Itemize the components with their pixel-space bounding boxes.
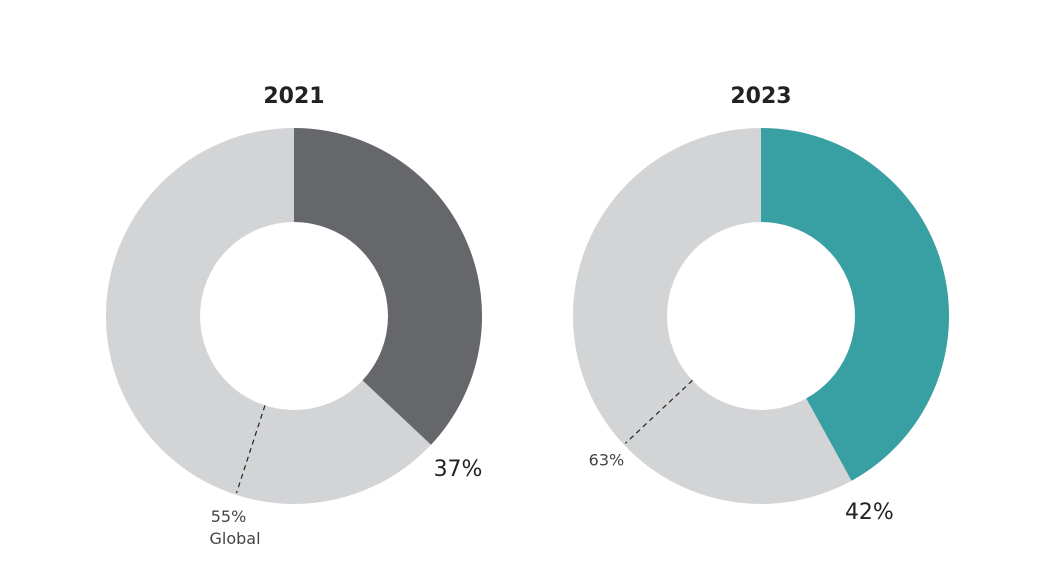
benchmark-line [235, 405, 266, 494]
benchmark-label: 63% [589, 451, 625, 470]
value-label: 42% [845, 500, 894, 525]
donut-segment [761, 128, 949, 481]
chart-title: 2023 [730, 84, 791, 109]
value-label: 37% [434, 457, 483, 482]
chart-title: 2021 [263, 84, 324, 109]
benchmark-name: Global [209, 529, 260, 548]
donut-segment [294, 128, 482, 445]
benchmark-label: 55% [211, 507, 247, 526]
benchmark-line [625, 379, 693, 444]
